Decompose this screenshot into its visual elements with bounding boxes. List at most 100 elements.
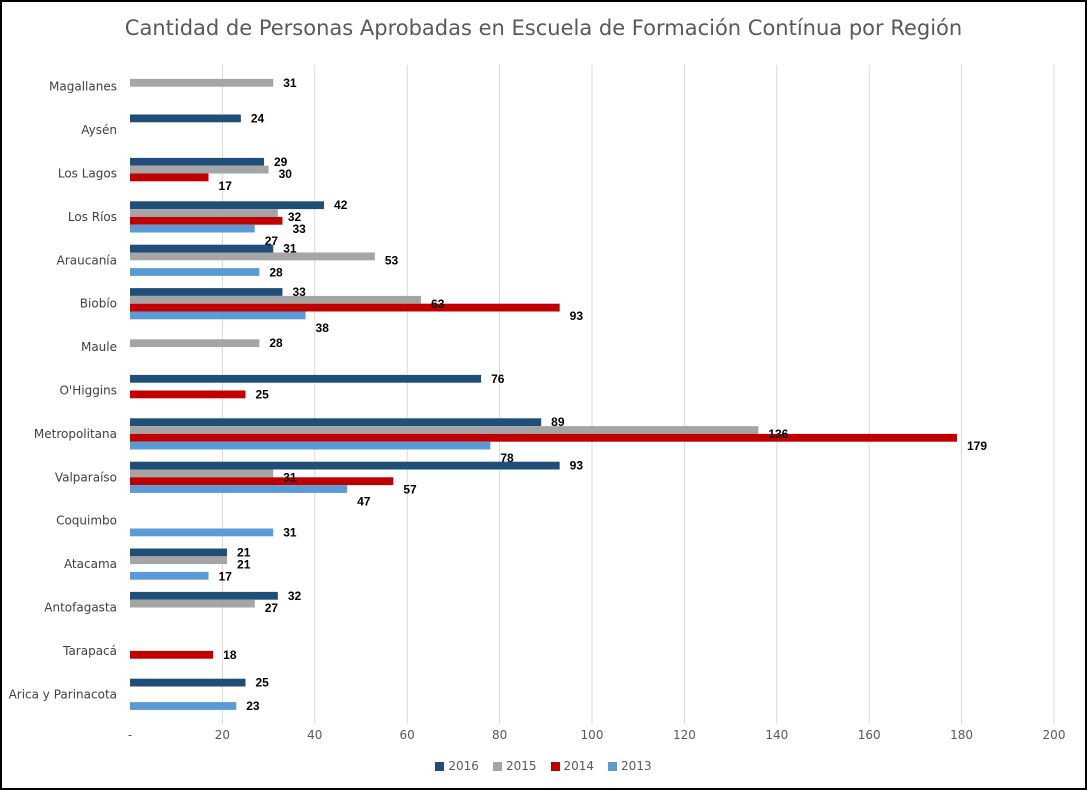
bar-2015 [130,252,375,261]
bar-2014 [130,303,560,312]
legend-swatch [608,761,618,771]
category-label: Maule [81,340,117,354]
data-label: 28 [269,336,283,350]
data-label: 38 [316,321,330,335]
bar-2016 [130,244,274,253]
bar-2013 [130,268,260,276]
bar-2014 [130,173,209,182]
legend-item-2015: 2015 [492,759,537,773]
data-label: 42 [334,198,348,212]
x-tick-label: 180 [950,728,973,742]
bar-2013 [130,311,306,320]
data-label: 33 [292,285,306,299]
bar-2015 [130,295,422,304]
category-label: Antofagasta [44,601,117,615]
data-label: 31 [283,242,297,256]
data-label: 31 [283,525,297,539]
data-label: 29 [274,155,288,169]
bar-2013 [130,702,237,710]
bar-2013 [130,485,348,493]
bar-2015 [130,556,228,565]
legend-item-2014: 2014 [550,759,595,773]
bar-2013 [130,528,274,537]
legend-label: 2016 [448,759,479,773]
category-label: Aysén [81,123,117,137]
bar-2014 [130,390,246,399]
legend-item-2016: 2016 [435,759,479,773]
category-label: Magallanes [49,80,117,94]
data-label: 32 [288,589,302,603]
bar-2014 [130,477,394,486]
bar-2016 [130,374,482,383]
data-label: 179 [967,439,987,453]
data-label: 27 [265,601,279,615]
data-label: 136 [768,427,788,441]
legend-label: 2015 [505,759,537,773]
data-label: 32 [288,210,302,224]
data-label: 25 [256,676,270,690]
bar-2015 [130,209,278,217]
bar-2015 [130,165,269,174]
bar-2016 [130,201,325,210]
bar-2016 [130,114,241,123]
data-label: 23 [246,699,260,713]
bar-2016 [130,461,560,470]
x-tick-label: 80 [492,728,507,742]
x-tick-label: 120 [673,728,696,742]
legend-item-2013: 2013 [608,759,652,773]
category-label: Valparaíso [55,470,117,484]
bar-2015 [130,426,759,434]
category-label: Los Lagos [58,167,117,181]
data-label: 25 [256,387,270,401]
x-tick-label: 60 [400,728,415,742]
category-label: Coquimbo [56,514,117,528]
x-tick-label: 40 [307,728,322,742]
data-label: 17 [219,569,233,583]
data-label: 63 [431,297,445,311]
x-tick-label: 160 [858,728,881,742]
x-tick-label: 20 [215,728,230,742]
bar-2013 [130,571,209,580]
bar-2015 [130,469,274,478]
category-label: Atacama [64,557,117,571]
legend-label: 2014 [563,759,595,773]
category-label: Metropolitana [34,427,117,441]
data-label: 31 [283,471,297,485]
bar-2015 [130,339,260,348]
bar-2016 [130,548,228,557]
data-label: 33 [292,222,306,236]
bar-2016 [130,157,264,166]
bar-2014 [130,433,957,442]
bar-2016 [130,288,283,296]
data-label: 21 [237,545,251,559]
category-label: Biobío [80,297,117,311]
chart-legend: 2016 2015 2014 2013 [2,759,1085,773]
category-label: Arica y Parinacota [9,687,117,701]
data-label: 47 [357,495,371,509]
legend-label: 2013 [621,759,652,773]
data-label: 24 [251,111,265,125]
data-label: 17 [219,179,233,193]
x-tick-label: 100 [581,728,604,742]
data-label: 28 [269,266,283,280]
bar-2015 [130,599,255,608]
bar-2016 [130,418,542,427]
data-label: 93 [570,459,584,473]
bar-2014 [130,216,283,225]
legend-swatch [435,761,445,771]
bar-2016 [130,591,278,600]
x-tick-label: 200 [1043,728,1066,742]
legend-swatch [550,761,560,771]
bar-2015 [130,78,274,87]
x-tick-label: - [128,728,132,742]
bar-2013 [130,224,255,233]
data-label: 18 [223,648,237,662]
category-label: Los Ríos [68,210,117,224]
bar-2014 [130,650,214,659]
data-label: 53 [385,254,399,268]
data-label: 76 [491,372,505,386]
data-label: 93 [570,309,584,323]
bar-2016 [130,678,246,687]
